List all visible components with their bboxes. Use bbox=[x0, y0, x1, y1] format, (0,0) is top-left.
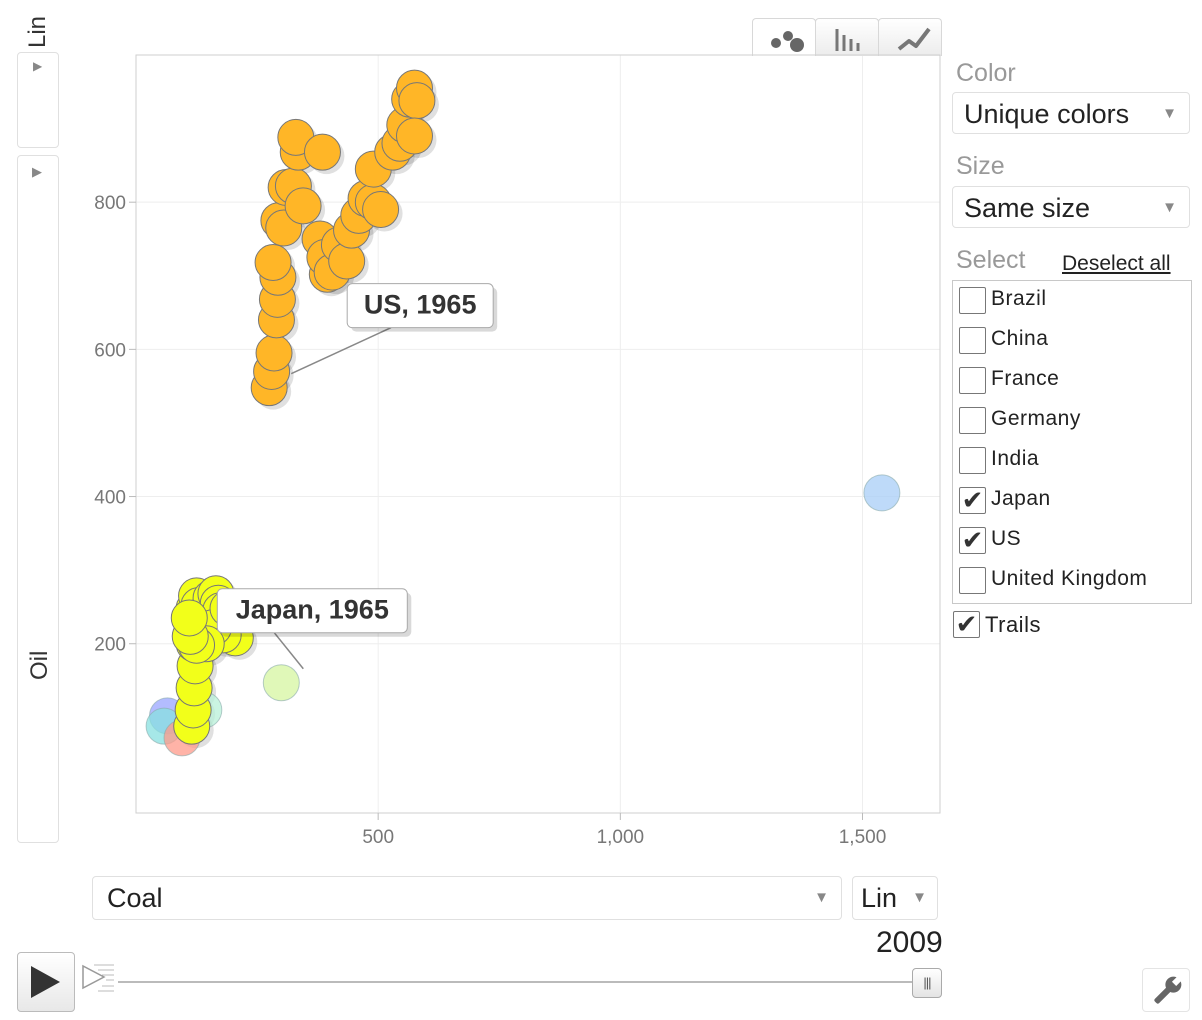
bubble-us[interactable] bbox=[254, 244, 292, 282]
annotation-box bbox=[216, 588, 408, 634]
settings-button[interactable] bbox=[1142, 968, 1190, 1012]
select-item-france[interactable]: France bbox=[953, 361, 1191, 401]
bubble-japan[interactable] bbox=[170, 599, 208, 637]
trails-label: Trails bbox=[985, 612, 1041, 637]
select-item-label: India bbox=[991, 447, 1040, 470]
size-select[interactable]: Same size ▼ bbox=[952, 186, 1190, 228]
deselect-all-link[interactable]: Deselect all bbox=[1062, 252, 1171, 275]
tab-bubble-chart[interactable] bbox=[752, 18, 816, 56]
bubble-us[interactable] bbox=[303, 133, 341, 171]
select-item-label: France bbox=[991, 367, 1060, 390]
x-variable-select[interactable]: Coal ▼ bbox=[92, 876, 842, 920]
timeline-track[interactable] bbox=[118, 981, 926, 983]
bubble-us[interactable] bbox=[328, 242, 366, 280]
wrench-icon bbox=[1154, 975, 1183, 1004]
axis-ticks: 500 1,000 1,500 200 400 600 800 bbox=[94, 193, 886, 848]
select-item-china[interactable]: China bbox=[953, 321, 1191, 361]
bubble-us[interactable] bbox=[398, 82, 436, 120]
color-select[interactable]: Unique colors ▼ bbox=[952, 92, 1190, 134]
annotation-box bbox=[346, 283, 494, 329]
play-icon bbox=[31, 966, 60, 998]
annotation-label: Japan, 1965 bbox=[236, 595, 389, 625]
motion-chart-plot[interactable]: 500 1,000 1,500 200 400 600 800 US, 1965 Japan,… bbox=[0, 0, 950, 870]
select-item-india[interactable]: India bbox=[953, 441, 1191, 481]
bubbles[interactable] bbox=[145, 69, 901, 757]
bubble-us[interactable] bbox=[255, 334, 293, 372]
chevron-down-icon: ▼ bbox=[1162, 199, 1177, 216]
x-variable-value: Coal bbox=[107, 883, 163, 913]
x-scale-select[interactable]: Lin ▼ bbox=[852, 876, 938, 920]
line-chart-icon bbox=[897, 27, 931, 51]
select-item-label: United Kingdom bbox=[991, 567, 1148, 590]
bar-chart-icon bbox=[835, 29, 860, 51]
select-item-united-kingdom[interactable]: United Kingdom bbox=[953, 561, 1191, 601]
bubble-us[interactable] bbox=[284, 187, 322, 225]
y-tick-label: 800 bbox=[94, 193, 126, 214]
chevron-down-icon: ▼ bbox=[1162, 105, 1177, 122]
select-item-label: China bbox=[991, 327, 1049, 350]
color-select-value: Unique colors bbox=[964, 99, 1130, 129]
checkbox-checked[interactable]: ✔ bbox=[959, 527, 986, 554]
bubble-india[interactable] bbox=[262, 664, 300, 702]
size-select-value: Same size bbox=[964, 193, 1091, 223]
y-tick-label: 400 bbox=[94, 488, 126, 509]
select-item-brazil[interactable]: Brazil bbox=[953, 281, 1191, 321]
select-item-label: US bbox=[991, 527, 1022, 550]
annotation-label: US, 1965 bbox=[364, 290, 477, 320]
chevron-down-icon: ▼ bbox=[912, 889, 927, 906]
country-select-list[interactable]: Brazil China France Germany India ✔ Japa… bbox=[952, 280, 1192, 604]
chevron-down-icon: ▼ bbox=[814, 889, 829, 906]
y-scale-toggle[interactable]: ▶ bbox=[17, 52, 59, 148]
x-tick-label: 1,000 bbox=[597, 827, 645, 848]
checkbox[interactable] bbox=[959, 287, 986, 314]
plot-frame bbox=[135, 54, 941, 814]
select-item-japan[interactable]: ✔ Japan bbox=[953, 481, 1191, 521]
x-tick-label: 1,500 bbox=[839, 827, 887, 848]
bubble-china[interactable] bbox=[863, 474, 901, 512]
trails-checkbox[interactable]: ✔ bbox=[953, 611, 980, 638]
size-title: Size bbox=[956, 152, 1005, 180]
select-title: Select bbox=[956, 246, 1026, 274]
annotation-leader bbox=[273, 632, 304, 670]
checkbox[interactable] bbox=[959, 407, 986, 434]
select-item-us[interactable]: ✔ US bbox=[953, 521, 1191, 561]
grid bbox=[136, 55, 940, 813]
y-tick-label: 600 bbox=[94, 340, 126, 361]
select-item-label: Japan bbox=[991, 487, 1051, 510]
y-tick-label: 200 bbox=[94, 635, 126, 656]
annotation-leader bbox=[290, 326, 392, 375]
tab-line-chart[interactable] bbox=[878, 18, 942, 56]
bubble-chart-icon bbox=[771, 31, 804, 52]
x-scale-value: Lin bbox=[861, 883, 898, 913]
play-button[interactable] bbox=[17, 952, 75, 1012]
y-variable-select[interactable]: ▶ bbox=[17, 155, 59, 843]
current-year: 2009 bbox=[876, 926, 943, 959]
speed-control-icon[interactable] bbox=[80, 962, 120, 998]
select-item-label: Brazil bbox=[991, 287, 1047, 310]
y-variable-arrow-icon: ▶ bbox=[32, 164, 42, 179]
trails-toggle[interactable]: ✔ Trails bbox=[952, 608, 1072, 642]
color-title: Color bbox=[956, 59, 1016, 87]
checkbox[interactable] bbox=[959, 367, 986, 394]
checkbox[interactable] bbox=[959, 447, 986, 474]
annotations: US, 1965 Japan, 1965 bbox=[216, 283, 498, 670]
bubble-us[interactable] bbox=[395, 117, 433, 155]
select-item-germany[interactable]: Germany bbox=[953, 401, 1191, 441]
x-tick-label: 500 bbox=[362, 827, 394, 848]
checkbox[interactable] bbox=[959, 327, 986, 354]
select-item-label: Germany bbox=[991, 407, 1081, 430]
checkbox-checked[interactable]: ✔ bbox=[959, 487, 986, 514]
y-scale-arrow-icon: ▶ bbox=[33, 59, 43, 73]
checkbox[interactable] bbox=[959, 567, 986, 594]
bubble-us[interactable] bbox=[362, 191, 400, 229]
timeline-handle[interactable]: ||| bbox=[912, 968, 942, 998]
